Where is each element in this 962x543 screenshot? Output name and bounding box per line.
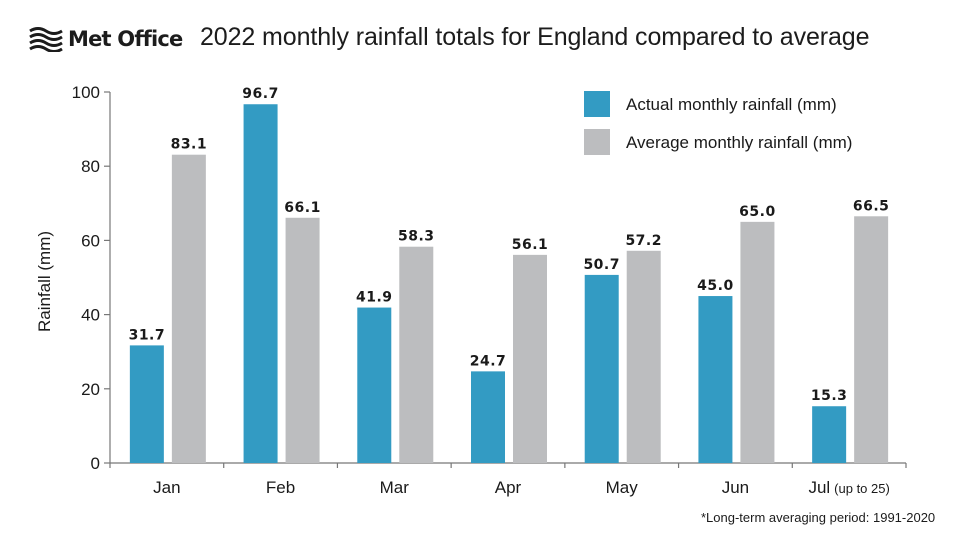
actual-bar [584,274,619,463]
actual-bar [243,104,278,464]
data-label: 57.2 [625,233,662,249]
brand-name: Met Office [68,27,183,51]
y-axis-title: Rainfall (mm) [35,231,54,332]
met-office-logo: Met Office [28,24,183,54]
data-label: 66.5 [853,198,890,214]
average-bar [740,221,775,463]
average-bar [854,216,889,463]
y-tick-label: 20 [81,380,100,399]
bars [129,104,889,464]
data-label: 15.3 [811,388,848,404]
y-tick-label: 60 [81,231,100,250]
average-bar [513,254,547,463]
data-label: 41.9 [356,290,393,306]
y-tick-label: 40 [81,306,100,325]
data-label: 31.7 [129,327,166,343]
header: Met Office 2022 monthly rainfall totals … [0,0,962,70]
x-tick-label: May [606,478,639,497]
actual-bar [698,296,733,463]
x-tick-label: Jul (up to 25) [808,478,889,497]
chart-title: 2022 monthly rainfall totals for England… [200,23,870,51]
legend-swatch-average [584,129,610,155]
y-tick-label: 0 [91,454,100,473]
data-labels: 31.7 96.7 41.9 24.7 50.7 45.0 15.3 83.1 66.1 58.3… [129,86,890,404]
legend: Actual monthly rainfall (mm) Average mont… [584,91,852,155]
average-bar [626,250,661,463]
average-bar [171,154,206,463]
x-tick-label: Feb [266,478,295,497]
data-label: 66.1 [284,200,321,216]
legend-label-average: Average monthly rainfall (mm) [626,133,852,152]
data-label: 58.3 [398,229,435,245]
data-label: 96.7 [242,86,279,102]
x-tick-note: (up to 25) [834,481,890,496]
data-label: 65.0 [739,204,776,220]
data-label: 50.7 [583,257,620,273]
data-label: 45.0 [697,278,734,294]
average-bar [399,246,434,463]
actual-bar [129,345,164,463]
y-tick-label: 80 [81,157,100,176]
legend-label-actual: Actual monthly rainfall (mm) [626,95,837,114]
axes: 0 20 40 60 80 100 Rainfall (mm) Jan Feb Mar Apr May… [35,83,907,497]
data-label: 24.7 [470,353,507,369]
x-tick-label: Jun [722,478,749,497]
actual-bar [812,406,847,463]
average-bar [285,217,320,463]
actual-bar [471,371,505,463]
x-tick-label: Apr [495,478,522,497]
met-office-waves-icon [29,27,63,52]
legend-swatch-actual [584,91,610,117]
footnote: *Long-term averaging period: 1991-2020 [701,510,936,525]
x-tick-label: Jan [153,478,180,497]
y-tick-label: 100 [72,83,100,102]
data-label: 83.1 [171,137,208,153]
data-label: 56.1 [512,237,549,253]
x-tick-label: Mar [380,478,410,497]
actual-bar [357,307,392,463]
